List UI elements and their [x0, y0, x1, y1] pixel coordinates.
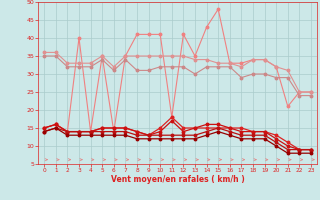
X-axis label: Vent moyen/en rafales ( km/h ): Vent moyen/en rafales ( km/h )	[111, 175, 244, 184]
